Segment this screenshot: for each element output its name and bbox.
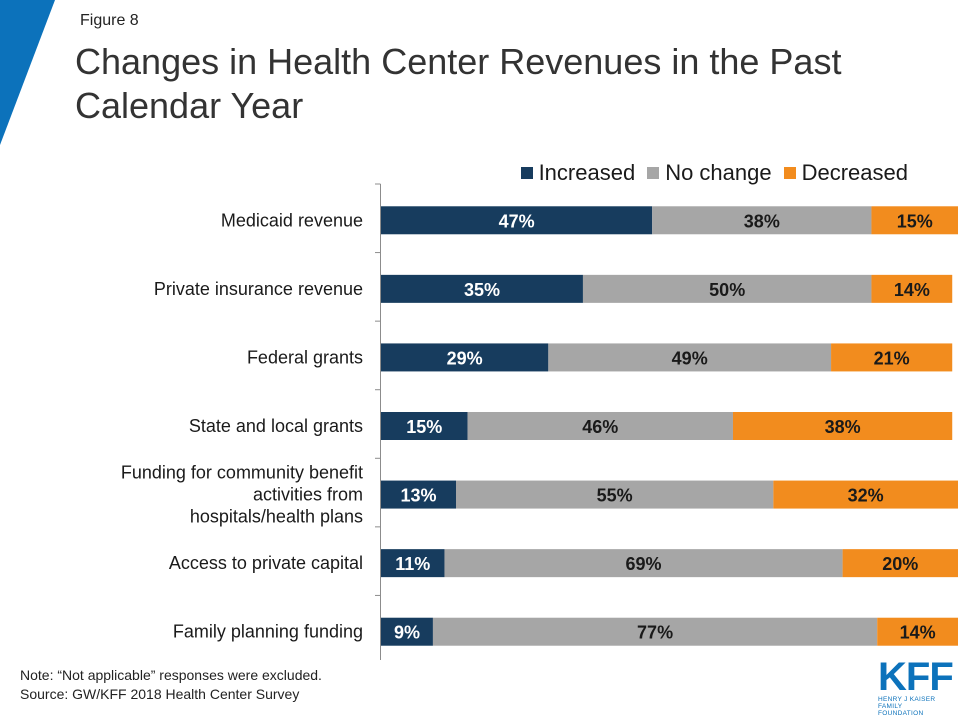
bar-segment-no-change — [652, 206, 872, 235]
category-label: Access to private capital — [169, 553, 363, 573]
legend-swatch-decreased — [783, 167, 796, 179]
bar-segment-no-change — [467, 412, 733, 440]
bar-segment-decreased — [871, 206, 958, 235]
bar-segment-decreased — [732, 412, 953, 440]
stacked-bar-chart: Medicaid revenue 47% 38% 15% Private insuran… — [121, 183, 958, 660]
legend-item-increased: Increased — [520, 160, 636, 186]
data-label: 50% — [709, 280, 745, 300]
legend-swatch-no-change — [647, 167, 660, 179]
bar-segment-increased — [381, 343, 549, 372]
data-label: 38% — [744, 211, 780, 231]
legend-swatch-increased — [520, 167, 533, 179]
legend-item-decreased: Decreased — [783, 160, 908, 186]
bar-segment-no-change — [444, 549, 843, 578]
bar-segment-increased — [381, 274, 583, 303]
bar-segment-increased — [381, 617, 433, 646]
bar-segment-decreased — [842, 549, 958, 578]
data-label: 38% — [825, 417, 861, 437]
kff-logo: KFF HENRY J KAISER FAMILY FOUNDATION — [878, 655, 954, 717]
bar-segment-no-change — [432, 617, 878, 646]
source-text: Source: GW/KFF 2018 Health Center Survey — [20, 686, 300, 702]
legend-label-decreased: Decreased — [801, 160, 908, 185]
data-label: 21% — [874, 348, 910, 368]
bar-segment-increased — [381, 412, 468, 440]
bar-segment-no-change — [456, 480, 774, 509]
data-label: 69% — [626, 554, 662, 574]
data-label: 13% — [400, 486, 436, 506]
data-label: 49% — [672, 348, 708, 368]
data-label: 15% — [897, 211, 933, 231]
category-label: Family planning funding — [173, 622, 363, 642]
data-label: 15% — [406, 417, 442, 437]
chart-legend: Increased No change Decreased — [509, 160, 908, 186]
corner-accent-triangle — [0, 0, 55, 145]
data-label: 77% — [637, 623, 673, 643]
data-label: 35% — [464, 280, 500, 300]
note-text: Note: “Not applicable” responses were ex… — [20, 667, 322, 683]
chart-title: Changes in Health Center Revenues in the… — [75, 41, 842, 126]
data-label: 47% — [499, 211, 535, 231]
data-label: 14% — [900, 623, 936, 643]
logo-line-1: HENRY J KAISER — [878, 696, 936, 703]
bar-segment-no-change — [582, 274, 872, 303]
category-label: State and local grants — [189, 416, 363, 436]
category-label: Federal grants — [247, 347, 363, 367]
legend-item-no-change: No change — [647, 160, 772, 186]
logo-line-2: FAMILY FOUNDATION — [878, 703, 924, 717]
bar-segment-decreased — [871, 274, 953, 303]
bar-segment-decreased — [831, 343, 953, 372]
category-label: Medicaid revenue — [221, 210, 363, 230]
data-label: 9% — [394, 623, 420, 643]
category-label: Private insurance revenue — [154, 279, 363, 299]
bar-segment-increased — [381, 206, 653, 235]
bar-segment-increased — [381, 480, 457, 509]
bar-segment-no-change — [548, 343, 832, 372]
data-label: 29% — [447, 348, 483, 368]
data-label: 11% — [395, 554, 430, 574]
bar-segment-decreased — [773, 480, 958, 509]
data-label: 20% — [882, 554, 918, 574]
category-label: Funding for community benefit activities … — [121, 463, 363, 527]
data-label: 14% — [894, 280, 930, 300]
chart-notes: Note: “Not applicable” responses were ex… — [20, 666, 322, 704]
bar-segment-decreased — [877, 617, 958, 646]
legend-label-no-change: No change — [665, 160, 772, 185]
data-label: 46% — [582, 417, 618, 437]
logo-mark: KFF — [878, 655, 954, 699]
bar-segment-increased — [381, 549, 445, 578]
data-label: 32% — [848, 486, 884, 506]
legend-label-increased: Increased — [538, 160, 636, 185]
figure-label: Figure 8 — [80, 12, 139, 29]
data-label: 55% — [597, 486, 633, 506]
